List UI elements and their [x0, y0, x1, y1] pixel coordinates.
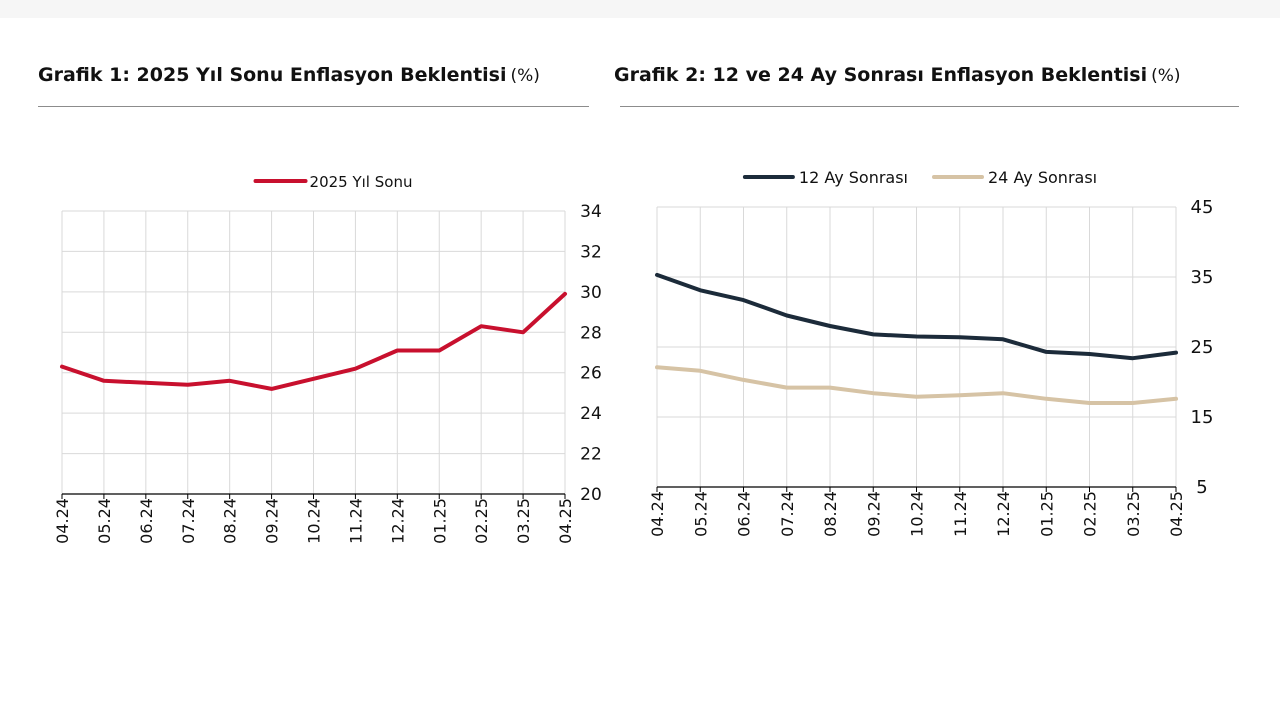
- chart-2-series-2-line: [655, 365, 1178, 405]
- chart-2-y-tick-label: 15: [1191, 407, 1214, 428]
- chart-2-x-tick-label: 10.24: [908, 491, 927, 537]
- chart-1-x-tick-label: 01.25: [430, 498, 449, 544]
- chart-1-title-text: Grafik 1: 2025 Yıl Sonu Enflasyon Beklen…: [38, 64, 507, 86]
- chart-1-x-tick-label: 06.24: [137, 498, 156, 544]
- chart-1-y-tick-label: 30: [580, 283, 602, 303]
- chart-2-legend: 12 Ay Sonrası 24 Ay Sonrası: [742, 168, 1097, 187]
- chart-2-x-tick-label: 09.24: [864, 491, 883, 537]
- chart-2-y-tick-label: 25: [1191, 337, 1214, 358]
- chart-2-x-tick-label: 05.24: [691, 491, 710, 537]
- chart-2-x-tick-label: 11.24: [951, 491, 970, 537]
- chart-2-unit: (%): [1151, 66, 1181, 86]
- chart-1-x-tick-label: 09.24: [263, 498, 282, 544]
- chart-1-title: Grafik 1: 2025 Yıl Sonu Enflasyon Beklen…: [38, 64, 540, 86]
- chart-1-x-tick-label: 04.24: [53, 498, 72, 544]
- chart-1-x-tick-label: 10.24: [305, 498, 324, 544]
- chart-2-grid: [656, 206, 1177, 487]
- chart-2-x-tick-label: 07.24: [778, 491, 797, 537]
- top-bar: [0, 0, 1280, 18]
- chart-1-y-tick-label: 26: [580, 364, 602, 384]
- chart-1-x-tick-label: 04.25: [556, 498, 575, 544]
- chart-1-x-tick-label: 08.24: [221, 498, 240, 544]
- chart-1-y-tick-label: 20: [580, 485, 602, 505]
- chart-2-x-tick-label: 02.25: [1081, 491, 1100, 537]
- chart-2-y-tick-label: 45: [1191, 197, 1214, 218]
- chart-2-x-tick-label: 04.24: [648, 491, 667, 537]
- chart-1-x-tick-label: 07.24: [179, 498, 198, 544]
- chart-1-x-tick-label: 03.25: [514, 498, 533, 544]
- chart-1-legend: 2025 Yıl Sonu: [253, 173, 413, 191]
- chart-2-title: Grafik 2: 12 ve 24 Ay Sonrası Enflasyon …: [614, 64, 1181, 86]
- chart-2-x-tick-label: 01.25: [1037, 491, 1056, 537]
- chart-2-legend-item-1: 12 Ay Sonrası: [742, 168, 908, 187]
- chart-1-x-tick-label: 05.24: [95, 498, 114, 544]
- chart-1-legend-item-1: 2025 Yıl Sonu: [253, 173, 413, 191]
- chart-2-x-tick-label: 06.24: [735, 491, 754, 537]
- chart-2-legend-label-2: 24 Ay Sonrası: [988, 168, 1097, 187]
- chart-1-series-1-line: [60, 291, 567, 391]
- chart-2-title-text: Grafik 2: 12 ve 24 Ay Sonrası Enflasyon …: [614, 64, 1148, 86]
- chart-2-y-tick-label: 5: [1196, 477, 1207, 498]
- chart-1-x-tick-label: 12.24: [388, 498, 407, 544]
- chart-1-x-tick-label: 11.24: [346, 498, 365, 544]
- chart-2-x-tick-label: 04.25: [1167, 491, 1186, 537]
- chart-1-legend-label-1: 2025 Yıl Sonu: [310, 173, 413, 191]
- chart-1-y-tick-label: 28: [580, 323, 602, 343]
- chart-2-x-tick-label: 08.24: [821, 491, 840, 537]
- chart-2-series-1-line: [655, 272, 1178, 361]
- chart-1-y-tick-label: 22: [580, 445, 602, 465]
- chart-1-y-tick-label: 34: [580, 202, 602, 222]
- chart-2-title-rule: [620, 106, 1239, 107]
- chart-2-y-tick-label: 35: [1191, 267, 1214, 288]
- chart-1-unit: (%): [510, 66, 540, 86]
- chart-1-x-tick-label: 02.25: [472, 498, 491, 544]
- chart-2-legend-item-2: 24 Ay Sonrası: [932, 168, 1097, 187]
- chart-2-x-tick-label: 03.25: [1124, 491, 1143, 537]
- chart-1-title-rule: [38, 106, 589, 107]
- chart-2-x-tick-label: 12.24: [994, 491, 1013, 537]
- chart-2-legend-label-1: 12 Ay Sonrası: [799, 168, 908, 187]
- chart-1-y-tick-label: 32: [580, 242, 602, 262]
- chart-1-y-tick-label: 24: [580, 404, 602, 424]
